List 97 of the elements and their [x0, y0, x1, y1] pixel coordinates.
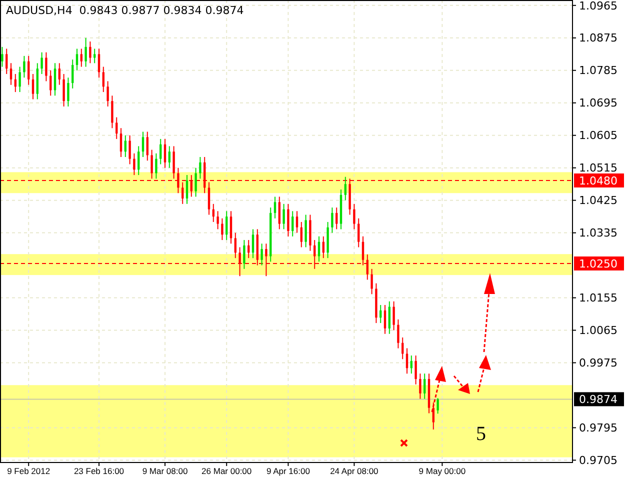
candlestick	[397, 318, 400, 349]
candlestick	[292, 210, 294, 237]
candlestick	[102, 66, 104, 93]
ref-line-label: 1.0480	[579, 174, 618, 188]
candlestick	[76, 48, 78, 71]
candlestick	[331, 207, 334, 234]
candlestick	[419, 373, 422, 400]
candlestick	[32, 73, 34, 100]
candlestick	[168, 146, 170, 168]
candlestick	[62, 73, 65, 107]
candlestick	[58, 62, 60, 86]
annotation: 5	[476, 423, 486, 445]
candlestick	[67, 77, 70, 107]
candlestick	[72, 59, 74, 89]
candlestick	[40, 52, 43, 74]
candlestick	[1, 46, 4, 68]
y-tick-label: 1.0425	[579, 194, 618, 208]
candlestick	[406, 348, 408, 374]
candlestick	[142, 131, 144, 158]
candlestick	[186, 174, 188, 204]
x-tick-label: 9 Feb 2012	[7, 466, 50, 476]
y-tick-label: 0.9705	[579, 454, 618, 468]
candlestick	[23, 55, 26, 78]
candlestick	[94, 48, 96, 64]
candlestick	[116, 116, 118, 140]
candlestick	[274, 196, 276, 219]
candlestick	[155, 152, 158, 180]
candlestick	[282, 203, 285, 230]
candlestick	[98, 48, 100, 78]
candlestick	[199, 156, 202, 180]
candlestick	[28, 55, 30, 86]
candlestick	[80, 48, 82, 68]
y-tick-label: 1.0875	[579, 32, 618, 45]
candlestick	[150, 149, 153, 180]
candlestick	[358, 218, 360, 248]
candlestick	[234, 232, 236, 259]
y-tick-label: 1.0695	[579, 96, 618, 110]
candlestick	[138, 146, 140, 176]
candlestick	[89, 41, 92, 64]
x-tick-label: 9 May 00:00	[418, 466, 466, 476]
candlestick	[370, 268, 373, 295]
candlestick	[318, 236, 320, 262]
candlestick	[10, 62, 12, 86]
y-tick-label: 1.0605	[579, 129, 618, 142]
x-tick-label: 24 Apr 08:00	[330, 466, 379, 476]
candlestick	[252, 228, 254, 259]
candlestick	[230, 210, 232, 244]
candlestick	[45, 52, 48, 82]
candlestick	[160, 138, 162, 165]
candlestick	[296, 210, 298, 234]
candlestick	[120, 128, 122, 158]
candlestick	[287, 203, 290, 237]
y-tick-label: 1.0335	[579, 226, 618, 240]
candlestick	[353, 203, 356, 230]
y-tick-label: 0.9975	[579, 356, 618, 370]
candlestick	[133, 152, 136, 176]
candlestick	[6, 48, 8, 74]
y-tick-label: 1.0155	[579, 292, 618, 305]
candlestick	[221, 218, 224, 241]
candlestick	[226, 210, 228, 241]
ref-line-label: 1.0250	[579, 257, 618, 270]
candlestick	[392, 300, 395, 331]
x-tick-label: 9 Apr 16:00	[266, 466, 310, 476]
candlestick	[336, 207, 338, 230]
candlestick	[194, 167, 197, 198]
x-tick-label: 9 Mar 08:00	[142, 466, 188, 476]
candlestick	[243, 240, 246, 270]
candlestick	[436, 398, 439, 414]
candlestick	[164, 138, 166, 168]
candlestick	[172, 146, 175, 180]
candlestick	[84, 37, 87, 68]
candlestick	[111, 95, 114, 129]
y-tick-label: 1.0515	[579, 162, 618, 175]
x-tick-label: 23 Feb 16:00	[74, 466, 124, 476]
y-tick-label: 0.9795	[579, 422, 618, 435]
candlestick	[414, 355, 417, 385]
y-tick-label: 1.0065	[579, 324, 618, 338]
candlestick	[304, 214, 307, 248]
candlestick	[18, 66, 21, 93]
candlestick	[388, 300, 390, 334]
candlestick	[424, 373, 426, 400]
chart-title: AUDUSD,H4 0.9843 0.9877 0.9834 0.9874	[6, 4, 244, 17]
candlestick	[260, 243, 263, 266]
y-tick-label: 1.0785	[579, 64, 618, 78]
ref-line-label: 0.9874	[579, 393, 618, 406]
candlestick	[128, 134, 131, 165]
candlestick	[278, 196, 280, 230]
candlestick	[344, 176, 346, 201]
candlestick	[208, 182, 210, 216]
y-tick-label: 1.0965	[579, 0, 618, 12]
x-tick-label: 26 Mar 00:00	[202, 466, 252, 476]
candlestick	[300, 221, 302, 248]
candlestick	[216, 210, 219, 230]
candlestick	[54, 62, 56, 96]
candlestick	[146, 131, 148, 162]
candlestick	[106, 80, 109, 107]
candlestick	[384, 304, 386, 334]
